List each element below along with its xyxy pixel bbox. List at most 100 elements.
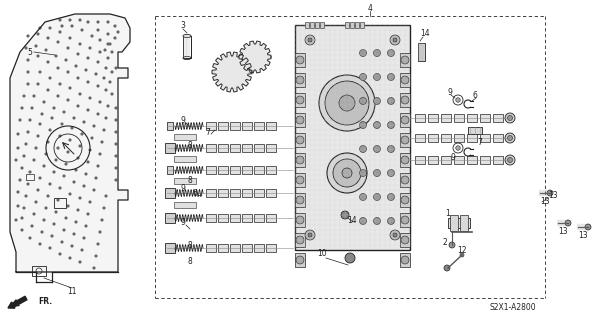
Circle shape (47, 61, 49, 63)
Circle shape (401, 116, 409, 124)
Circle shape (85, 69, 87, 71)
Text: FR.: FR. (38, 298, 52, 307)
Circle shape (21, 107, 23, 109)
Circle shape (387, 74, 394, 81)
Circle shape (97, 61, 99, 63)
Bar (242, 189, 252, 197)
Bar (400, 193, 410, 207)
Circle shape (387, 194, 394, 201)
Text: 7: 7 (205, 127, 210, 137)
Circle shape (73, 233, 75, 235)
Circle shape (66, 99, 69, 101)
Bar (295, 93, 305, 107)
Text: 12: 12 (457, 245, 467, 254)
Circle shape (81, 133, 83, 135)
Circle shape (55, 211, 57, 213)
Circle shape (47, 89, 49, 91)
Circle shape (25, 47, 27, 49)
Bar (242, 244, 252, 252)
Bar (218, 122, 228, 130)
Circle shape (73, 117, 75, 119)
Text: 1: 1 (446, 209, 450, 218)
Circle shape (33, 213, 35, 215)
Circle shape (65, 59, 67, 61)
Circle shape (115, 167, 117, 169)
Bar (218, 214, 228, 222)
Circle shape (57, 41, 59, 43)
Bar (400, 153, 410, 167)
Circle shape (66, 71, 69, 73)
Circle shape (65, 163, 67, 165)
Bar (360, 22, 364, 28)
Circle shape (34, 201, 38, 203)
Bar (206, 189, 216, 197)
Bar (242, 122, 252, 130)
Circle shape (109, 43, 111, 45)
Bar (480, 114, 490, 122)
Circle shape (401, 96, 409, 104)
Circle shape (117, 31, 119, 33)
Circle shape (114, 37, 116, 39)
Circle shape (82, 185, 85, 187)
Circle shape (373, 170, 381, 177)
Bar (206, 122, 216, 130)
Bar (400, 133, 410, 147)
Circle shape (387, 98, 394, 105)
Circle shape (106, 21, 109, 23)
Circle shape (34, 45, 38, 47)
Circle shape (105, 195, 107, 197)
Text: 8: 8 (188, 140, 192, 149)
Bar (418, 43, 425, 61)
Circle shape (106, 43, 109, 45)
Bar (266, 166, 276, 174)
Bar (295, 133, 305, 147)
Circle shape (61, 25, 63, 27)
Text: 13: 13 (540, 196, 550, 205)
Circle shape (18, 179, 22, 181)
Circle shape (50, 117, 54, 119)
Circle shape (69, 139, 71, 141)
Text: 6: 6 (192, 188, 197, 197)
Circle shape (34, 147, 38, 149)
Bar (218, 144, 228, 152)
Bar (428, 156, 438, 164)
Bar (480, 134, 490, 142)
Circle shape (103, 77, 105, 79)
Bar (345, 22, 349, 28)
Bar (315, 22, 319, 28)
Circle shape (45, 153, 47, 155)
Circle shape (58, 31, 62, 33)
Bar (415, 114, 425, 122)
Bar (174, 156, 196, 162)
Bar (266, 244, 276, 252)
Polygon shape (212, 52, 252, 92)
Circle shape (66, 205, 69, 207)
Bar (266, 122, 276, 130)
Circle shape (585, 224, 591, 230)
Circle shape (49, 247, 51, 249)
Bar (242, 144, 252, 152)
Circle shape (401, 176, 409, 184)
Bar (400, 93, 410, 107)
Circle shape (456, 98, 460, 102)
Bar (320, 22, 324, 28)
Bar (242, 166, 252, 174)
Circle shape (39, 71, 41, 73)
Circle shape (42, 101, 46, 103)
Circle shape (296, 176, 304, 184)
Bar (400, 73, 410, 87)
Text: 5: 5 (28, 47, 33, 57)
Circle shape (77, 77, 79, 79)
Circle shape (25, 195, 27, 197)
Bar (218, 189, 228, 197)
Bar (295, 193, 305, 207)
Circle shape (47, 195, 49, 197)
Circle shape (26, 71, 30, 73)
Circle shape (226, 66, 238, 78)
Circle shape (39, 243, 41, 245)
Circle shape (37, 55, 39, 57)
Circle shape (90, 137, 93, 139)
Bar (230, 189, 240, 197)
Circle shape (103, 129, 105, 131)
Bar (254, 166, 264, 174)
